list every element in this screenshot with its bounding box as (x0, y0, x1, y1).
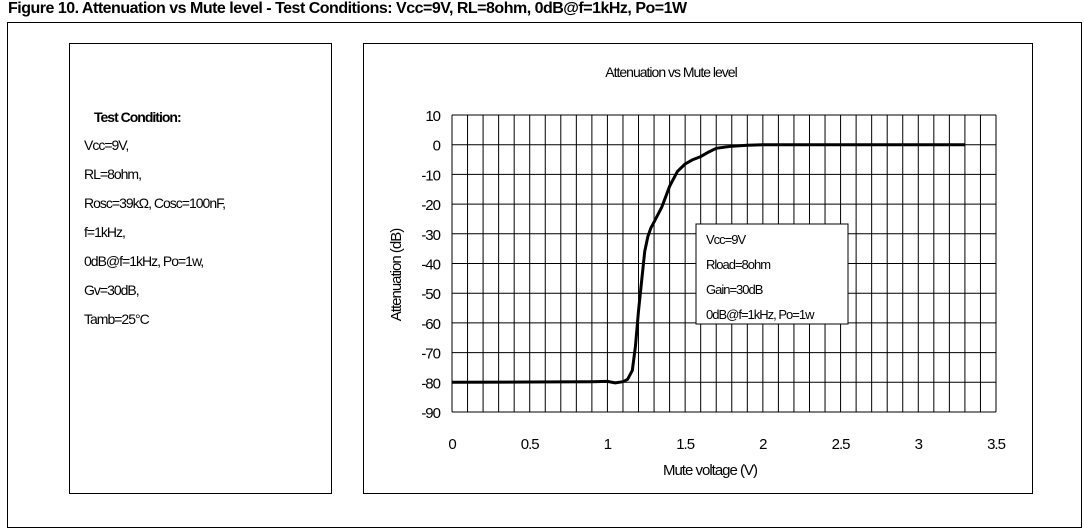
figure-frame (7, 22, 1082, 528)
y-tick-label: -80 (421, 375, 440, 392)
y-tick-label: -60 (421, 316, 440, 333)
chart-legend-box: Vcc=9V Rload=8ohm Gain=30dB 0dB@f=1kHz, Po=… (695, 223, 849, 325)
condition-frequency: f=1kHz, (84, 224, 126, 240)
legend-entry: Gain=30dB (706, 282, 763, 297)
condition-gain: Gv=30dB, (84, 282, 140, 298)
x-tick-label: 1 (604, 436, 612, 453)
y-tick-label: 0 (433, 138, 441, 155)
x-tick-label: 0.5 (521, 436, 540, 453)
legend-entry: 0dB@f=1kHz, Po=1w (706, 307, 815, 322)
y-tick-label: -10 (421, 167, 440, 184)
y-tick-label: -70 (421, 346, 440, 363)
figure-caption: Figure 10. Attenuation vs Mute level - T… (8, 0, 687, 17)
y-tick-label: -30 (421, 227, 440, 244)
x-axis-label: Mute voltage (V) (663, 462, 758, 479)
x-tick-label: 2.5 (832, 436, 851, 453)
condition-vcc: Vcc=9V, (84, 137, 129, 153)
chart-frame (363, 43, 1033, 494)
x-tick-label: 2 (759, 436, 767, 453)
legend-entry: Vcc=9V (706, 232, 746, 247)
legend-frame (695, 223, 849, 325)
chart-title: Attenuation vs Mute level (605, 64, 737, 80)
x-tick-label: 0 (448, 436, 456, 453)
x-tick-label: 3 (915, 436, 923, 453)
y-tick-label: -50 (421, 286, 440, 303)
x-tick-label: 3.5 (987, 436, 1006, 453)
attenuation-curve (451, 143, 965, 385)
x-tick-label: 1.5 (676, 436, 695, 453)
condition-rl: RL=8ohm, (84, 166, 142, 182)
y-tick-label: -40 (421, 257, 440, 274)
y-tick-label: -90 (421, 405, 440, 422)
x-tick-labels: 0 0.5 1 1.5 2 2.5 3 3.5 (448, 436, 1006, 453)
y-tick-label: 10 (425, 108, 440, 125)
condition-rosc-cosc: Rosc=39kΩ, Cosc=100nF, (84, 195, 226, 211)
chart-grid (451, 114, 997, 413)
condition-0db-reference: 0dB@f=1kHz, Po=1w, (84, 253, 204, 269)
test-condition-box (69, 43, 332, 494)
y-tick-label: -20 (421, 197, 440, 214)
condition-tamb: Tamb=25°C (84, 311, 150, 327)
legend-entry: Rload=8ohm (706, 257, 770, 272)
y-axis-label: Attenuation (dB) (388, 228, 405, 321)
y-tick-labels: 10 0 -10 -20 -30 -40 -50 -60 -70 -80 -90 (421, 108, 441, 422)
test-condition-title: Test Condition: (94, 109, 182, 125)
